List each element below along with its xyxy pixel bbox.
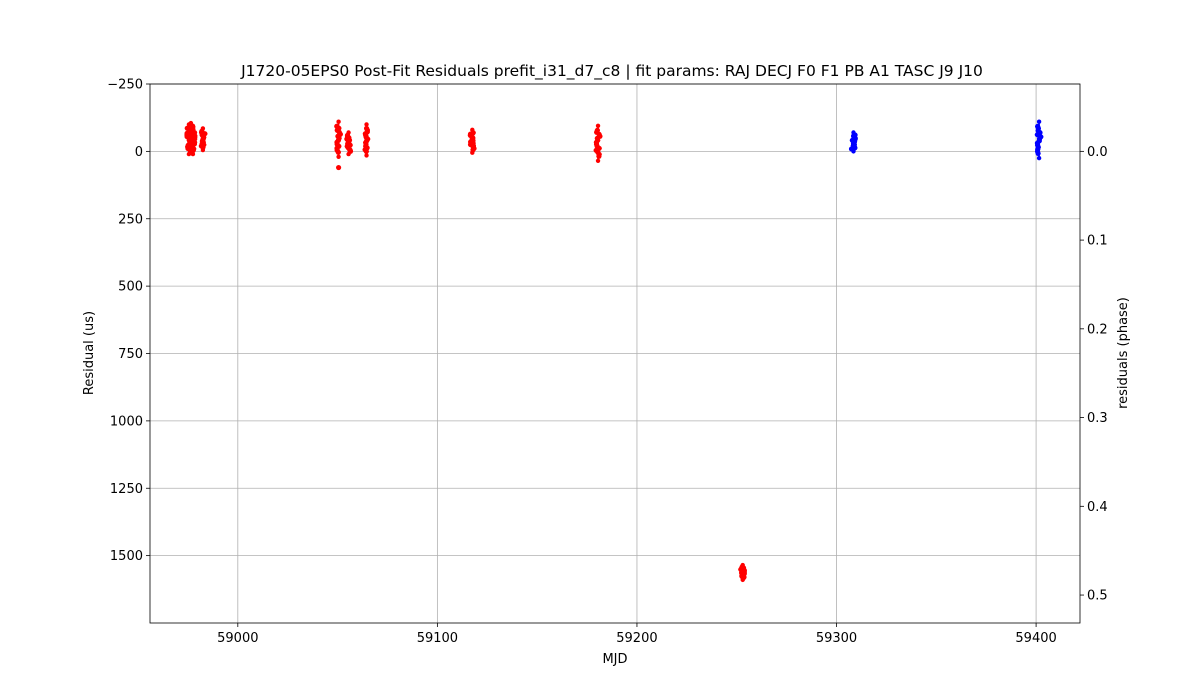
y-axis-label: Residual (us) xyxy=(82,311,97,395)
data-point xyxy=(595,123,601,128)
data-point xyxy=(346,151,351,157)
data-point-cluster xyxy=(362,122,371,158)
data-point-cluster xyxy=(467,127,477,155)
y2-tick-label: 0.5 xyxy=(1087,589,1108,604)
data-point-cluster xyxy=(198,126,208,153)
data-point-cluster xyxy=(593,123,603,164)
y2-tick-label: 0.3 xyxy=(1087,411,1108,426)
x-tick-label: 59100 xyxy=(417,631,458,646)
data-series xyxy=(184,119,747,583)
data-point xyxy=(336,154,341,159)
data-point-cluster xyxy=(1034,119,1044,161)
data-point xyxy=(1036,155,1042,161)
y-tick-label: 1250 xyxy=(110,482,143,497)
data-point xyxy=(740,577,745,583)
y-tick-label: 500 xyxy=(118,280,143,295)
data-point xyxy=(740,562,745,568)
data-point-cluster xyxy=(848,130,858,154)
data-point xyxy=(851,149,856,154)
data-point xyxy=(190,151,196,157)
data-point xyxy=(470,150,475,155)
y-tick-label: 250 xyxy=(118,212,143,227)
data-point xyxy=(851,130,856,135)
data-point xyxy=(595,158,601,164)
x-tick-label: 59400 xyxy=(1015,631,1056,646)
data-point xyxy=(363,148,369,155)
x-axis-label: MJD xyxy=(602,652,627,667)
data-point xyxy=(470,127,475,133)
x-tick-label: 59000 xyxy=(217,631,258,646)
data-point xyxy=(200,147,206,153)
y2-axis-label: residuals (phase) xyxy=(1116,297,1131,409)
y2-tick-label: 0.4 xyxy=(1087,500,1108,515)
y-tick-label: −250 xyxy=(107,78,143,93)
y-tick-label: 1000 xyxy=(110,414,143,429)
y2-tick-label: 0.1 xyxy=(1087,234,1108,249)
x-tick-label: 59200 xyxy=(616,631,657,646)
y2-tick-label: 0.0 xyxy=(1087,145,1108,160)
data-point xyxy=(200,126,206,131)
data-point xyxy=(335,149,341,155)
y-tick-label: 1500 xyxy=(110,549,143,564)
data-point-cluster xyxy=(334,119,343,171)
chart-title: J1720-05EPS0 Post-Fit Residuals prefit_i… xyxy=(240,62,983,81)
data-point xyxy=(346,130,351,135)
data-point xyxy=(596,153,602,159)
data-point-cluster xyxy=(344,130,354,157)
ticks-layer: 59000 59100 59200 59300 59400 −250 0 250 500 750 1… xyxy=(107,78,1107,647)
data-point-outlier xyxy=(335,164,342,171)
y2-tick-label: 0.2 xyxy=(1087,322,1108,337)
data-point xyxy=(336,119,341,124)
data-point xyxy=(190,123,196,128)
data-point xyxy=(364,153,369,158)
data-point-cluster xyxy=(738,562,747,583)
data-point xyxy=(364,122,369,127)
data-point xyxy=(190,147,196,154)
data-series xyxy=(848,119,1044,161)
x-tick-label: 59300 xyxy=(816,631,857,646)
data-point xyxy=(1036,119,1042,124)
data-points-layer xyxy=(184,119,1044,583)
grid-layer xyxy=(150,83,1080,623)
data-point xyxy=(1035,150,1041,157)
y-tick-label: 0 xyxy=(135,145,143,160)
y-tick-label: 750 xyxy=(118,347,143,362)
data-point-cluster xyxy=(188,123,198,157)
